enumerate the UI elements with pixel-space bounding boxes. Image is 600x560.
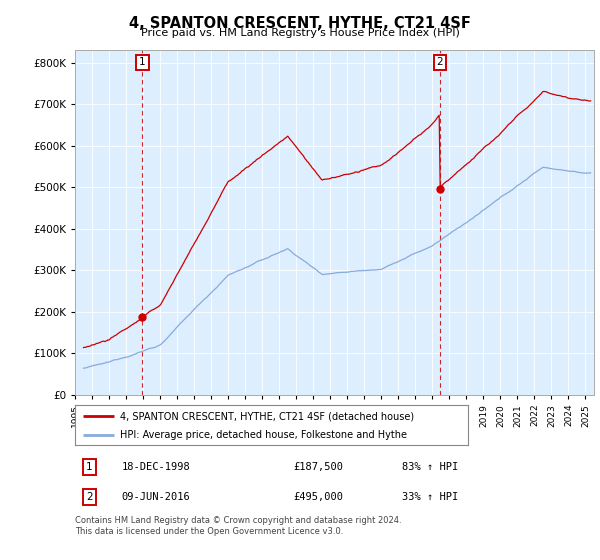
Text: 1: 1 [139,58,146,67]
Text: £187,500: £187,500 [293,462,343,472]
Text: 83% ↑ HPI: 83% ↑ HPI [402,462,458,472]
Text: 33% ↑ HPI: 33% ↑ HPI [402,492,458,502]
Text: £495,000: £495,000 [293,492,343,502]
Text: 4, SPANTON CRESCENT, HYTHE, CT21 4SF: 4, SPANTON CRESCENT, HYTHE, CT21 4SF [129,16,471,31]
Text: Price paid vs. HM Land Registry's House Price Index (HPI): Price paid vs. HM Land Registry's House … [140,28,460,38]
Text: 2: 2 [437,58,443,67]
Text: Contains HM Land Registry data © Crown copyright and database right 2024.
This d: Contains HM Land Registry data © Crown c… [75,516,401,536]
Text: 1: 1 [86,462,93,472]
Text: HPI: Average price, detached house, Folkestone and Hythe: HPI: Average price, detached house, Folk… [120,430,407,440]
Text: 4, SPANTON CRESCENT, HYTHE, CT21 4SF (detached house): 4, SPANTON CRESCENT, HYTHE, CT21 4SF (de… [120,411,415,421]
Text: 2: 2 [86,492,93,502]
Text: 09-JUN-2016: 09-JUN-2016 [122,492,190,502]
Text: 18-DEC-1998: 18-DEC-1998 [122,462,190,472]
